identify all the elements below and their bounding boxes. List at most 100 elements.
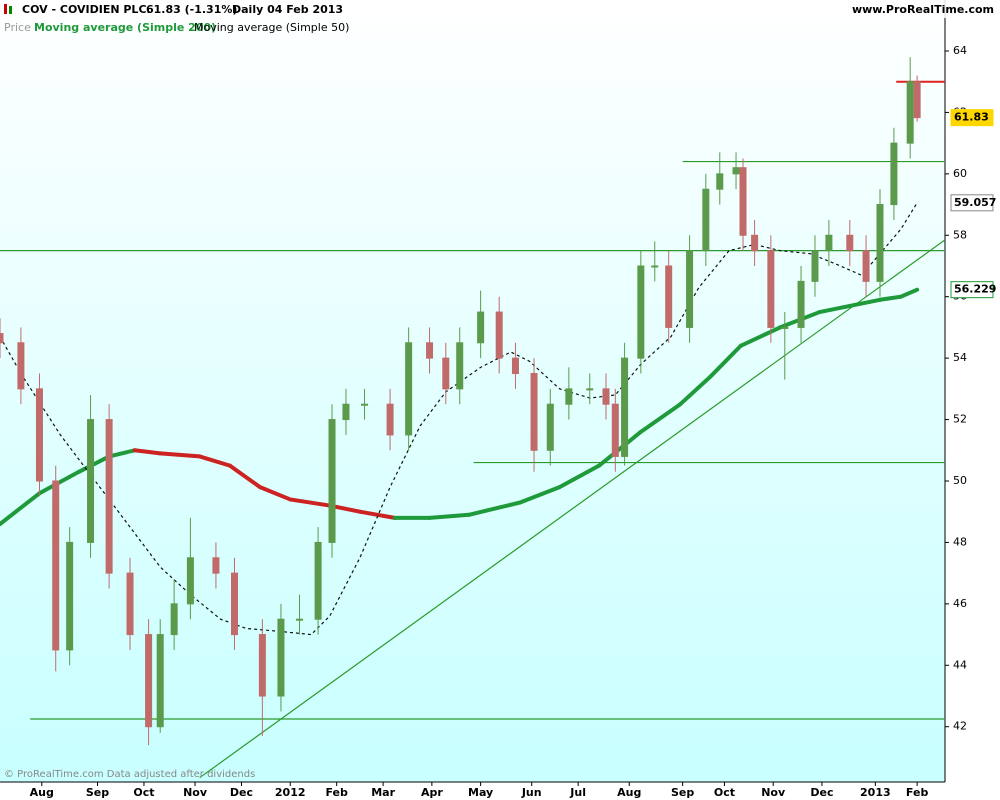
candle-body — [846, 234, 854, 252]
ma-segment — [357, 509, 397, 520]
candle-body — [586, 388, 594, 391]
value-label: 59.057 — [954, 196, 996, 209]
candle-body — [442, 357, 450, 390]
ma-segment — [158, 451, 202, 459]
ma-segment — [258, 485, 293, 502]
x-tick-label: Nov — [183, 786, 208, 799]
x-tick-label: 2013 — [860, 786, 891, 799]
candle-body — [105, 419, 113, 574]
y-tick-label: 44 — [953, 658, 967, 671]
candle-body — [702, 188, 710, 252]
value-box — [950, 194, 994, 212]
ma-segment — [518, 485, 562, 505]
x-tick-label: Sep — [86, 786, 109, 799]
candle-body — [386, 403, 394, 436]
candle-body — [906, 81, 914, 144]
ma-segment — [427, 512, 472, 520]
x-tick-label: Mar — [371, 786, 395, 799]
candle-body — [767, 250, 775, 328]
candle-body — [546, 403, 554, 451]
ma-segment — [638, 402, 683, 434]
candle-body — [825, 234, 833, 252]
candle-body — [477, 311, 485, 344]
icon — [4, 4, 7, 14]
candle-body — [0, 333, 4, 344]
ma-segment — [557, 463, 602, 490]
candle-body — [651, 265, 659, 268]
x-tick-label: Dec — [810, 786, 833, 799]
legend-item: Moving average (Simple 50) — [194, 21, 349, 34]
candle-body — [314, 541, 322, 620]
x-tick-label: Aug — [30, 786, 54, 799]
candle-body — [739, 167, 747, 236]
symbol: COV - COVIDIEN PLC. — [22, 3, 151, 16]
legend-item: Moving average (Simple 200) — [34, 21, 216, 34]
candle-body — [145, 634, 153, 728]
candle-body — [602, 388, 610, 405]
plot-background — [0, 0, 945, 782]
ma-segment — [817, 303, 852, 315]
ma-segment — [288, 497, 332, 508]
candle-body — [87, 419, 95, 543]
x-tick-label: Sep — [671, 786, 694, 799]
candle-body — [732, 167, 740, 175]
ma-segment — [678, 374, 713, 407]
y-tick-label: 58 — [953, 228, 967, 241]
value-box — [950, 281, 994, 299]
candle-body — [890, 142, 898, 206]
icon — [9, 6, 12, 14]
x-tick-label: Oct — [714, 786, 735, 799]
candle-body — [797, 280, 805, 328]
candle-body — [751, 234, 759, 252]
candle-body — [495, 311, 503, 359]
ma-line — [0, 202, 918, 636]
quote: 61.83 (-1.31%) — [146, 3, 237, 16]
candle-body — [405, 342, 413, 436]
y-tick-label: 50 — [953, 474, 967, 487]
ma-segment — [898, 287, 920, 299]
candle-body — [665, 265, 673, 328]
candle-body — [296, 618, 304, 621]
x-tick-label: Jul — [569, 786, 586, 799]
value-box — [950, 109, 994, 127]
candle-body — [876, 204, 884, 282]
y-tick-label: 64 — [953, 44, 967, 57]
candle-body — [913, 81, 921, 119]
candle-body — [342, 403, 350, 421]
y-tick-label: 54 — [953, 351, 967, 364]
site: www.ProRealTime.com — [852, 3, 994, 16]
candle-body — [621, 357, 629, 457]
ma-segment — [132, 448, 163, 456]
candle-body — [66, 541, 74, 651]
candle-body — [186, 557, 194, 605]
candle-body — [126, 572, 134, 636]
candle-body — [426, 342, 434, 359]
ma-segment — [107, 448, 137, 459]
candle-body — [277, 618, 285, 697]
ma-segment — [0, 491, 42, 526]
x-tick-label: Jun — [521, 786, 542, 799]
y-tick-label: 52 — [953, 413, 967, 426]
candle-body — [637, 265, 645, 359]
ma-segment — [227, 463, 263, 490]
plot — [0, 57, 946, 779]
candle-body — [686, 250, 694, 328]
candle-body — [611, 403, 619, 457]
footer: © ProRealTime.com Data adjusted after di… — [4, 769, 255, 780]
value-label: 61.83 — [954, 111, 989, 124]
candle-body — [361, 403, 369, 406]
candle-body — [231, 572, 239, 636]
x-tick-label: Feb — [906, 786, 929, 799]
candle-body — [456, 342, 464, 390]
y-tick-label: 60 — [953, 167, 967, 180]
period: Daily 04 Feb 2013 — [232, 3, 343, 16]
ma-segment — [738, 325, 783, 348]
ma-segment — [877, 294, 903, 302]
candle-body — [170, 603, 178, 636]
x-tick-label: Apr — [421, 786, 443, 799]
y-tick-label: 46 — [953, 597, 967, 610]
value-label: 56.229 — [954, 283, 996, 296]
x-tick-label: Nov — [761, 786, 786, 799]
